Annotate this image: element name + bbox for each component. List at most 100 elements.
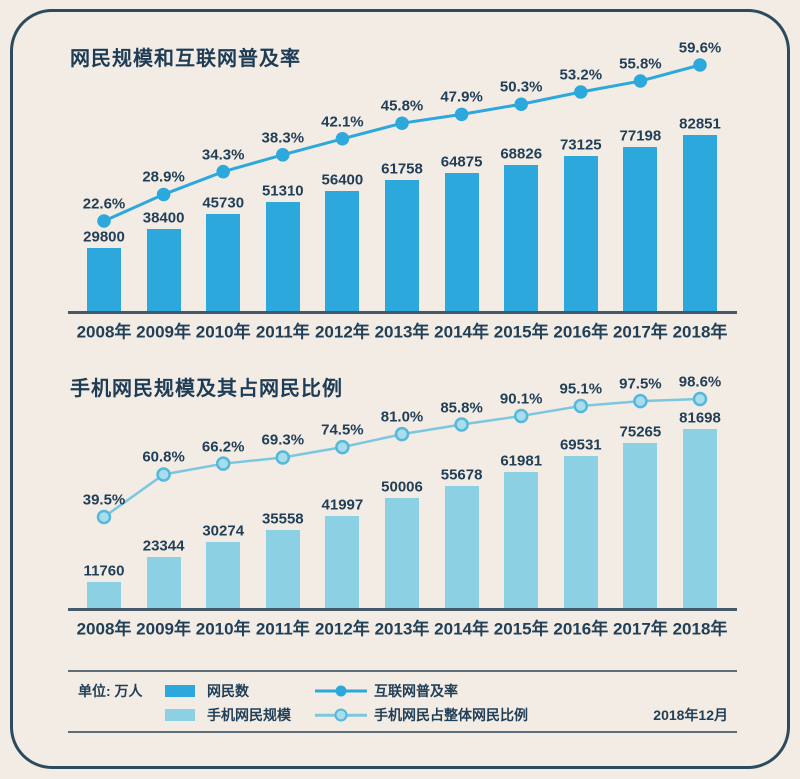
bar-2011年 [265,202,300,311]
bar-2017年 [623,147,658,311]
x-axis-tick-label: 2015年 [493,619,549,639]
bar-2011年 [265,530,300,608]
percent-label: 34.3% [201,146,245,164]
trend-marker [215,456,231,471]
trend-marker [454,107,469,122]
x-axis-tick-label: 2009年 [136,619,192,639]
x-axis-tick-label: 2014年 [434,619,490,639]
trend-line [103,63,701,223]
bar-value-label: 35558 [261,510,304,528]
trend-marker [276,148,290,162]
percent-label: 66.2% [201,438,245,456]
bar-value-label: 61981 [500,452,543,470]
bar-value-label: 81698 [679,409,721,427]
x-axis-tick-label: 2017年 [612,322,668,342]
trend-marker [514,97,528,111]
x-axis-tick-label: 2013年 [374,619,430,639]
legend-label-mobile-share: 手机网民占整体网民比例 [374,707,528,723]
bar-value-label: 38400 [142,209,185,227]
trend-marker [216,164,230,179]
bar-2010年 [206,541,241,608]
bar-2012年 [325,515,360,608]
bar-2014年 [444,173,479,311]
trend-marker [692,391,708,407]
trend-marker [335,439,350,455]
percent-label: 59.6% [678,39,722,57]
x-axis-tick-label: 2008年 [76,619,132,639]
percent-label: 47.9% [440,88,483,106]
percent-label: 39.5% [82,491,126,509]
bar-value-label: 41997 [321,496,364,514]
bar-2015年 [504,164,539,311]
trend-marker [394,426,410,442]
trend-marker [395,116,409,130]
x-axis-tick-label: 2008年 [76,322,132,342]
legend-separator-bottom [68,731,737,733]
legend-swatch-netizens [165,685,195,697]
trend-marker [573,398,589,414]
bar-2016年 [563,155,598,311]
bar-value-label: 75265 [619,423,662,441]
percent-label: 42.1% [321,113,364,131]
x-axis-tick-label: 2015年 [493,322,549,342]
bar-value-label: 56400 [321,171,364,189]
percent-label: 95.1% [559,380,603,398]
trend-line [103,397,701,519]
bar-value-label: 77198 [619,127,662,145]
bar-value-label: 23344 [142,537,185,555]
bar-2009年 [146,556,181,608]
legend-line-sample-mobile-share [315,707,367,723]
trend-marker [156,187,171,202]
x-axis-tick-label: 2011年 [255,322,310,342]
percent-label: 74.5% [321,421,364,439]
x-axis-tick-label: 2018年 [672,322,728,342]
bar-2008年 [87,582,121,608]
chart2-title: 手机网民规模及其占网民比例 [70,378,343,400]
x-axis-line [68,608,737,611]
x-axis-tick-label: 2011年 [255,619,310,639]
bar-2008年 [87,247,121,311]
percent-label: 45.8% [380,97,424,115]
bar-value-label: 55678 [440,466,483,484]
bar-value-label: 61758 [381,160,423,178]
bar-2013年 [385,179,419,311]
legend-swatch-mobile-netizens [165,709,195,721]
x-axis-tick-label: 2018年 [672,619,728,639]
percent-label: 69.3% [261,431,305,449]
percent-label: 90.1% [499,390,543,408]
percent-label: 50.3% [499,78,543,96]
percent-label: 60.8% [142,448,185,466]
x-axis-tick-label: 2014年 [434,322,490,342]
bar-2016年 [563,455,598,608]
trend-marker [275,450,291,465]
percent-label: 81.0% [380,408,424,426]
bar-value-label: 64875 [440,153,483,171]
trend-marker [156,467,171,482]
legend-line-marker-icon [335,685,347,697]
trend-marker [335,132,350,146]
legend-label-mobile-netizens: 手机网民规模 [207,707,291,723]
trend-marker [693,58,707,72]
bar-2015年 [504,472,539,608]
bar-value-label: 68826 [500,145,543,163]
bar-2018年 [683,135,717,311]
x-axis-tick-label: 2010年 [195,619,251,639]
x-axis-tick-label: 2016年 [553,322,609,342]
percent-label: 97.5% [619,375,662,393]
bar-2013年 [385,498,419,608]
legend-line-marker-icon [334,708,348,722]
trend-marker [454,417,469,432]
bar-2009年 [146,229,181,311]
x-axis-tick-label: 2012年 [314,619,370,639]
bar-value-label: 73125 [559,136,602,154]
bar-value-label: 30274 [202,522,245,540]
trend-marker [97,214,111,228]
trend-marker [574,85,588,99]
percent-label: 38.3% [261,129,305,147]
legend-line-sample-penetration [315,683,367,699]
bar-value-label: 51310 [261,182,304,200]
legend-label-penetration: 互联网普及率 [374,683,458,699]
bar-2012年 [325,191,360,311]
x-axis-tick-label: 2012年 [314,322,370,342]
